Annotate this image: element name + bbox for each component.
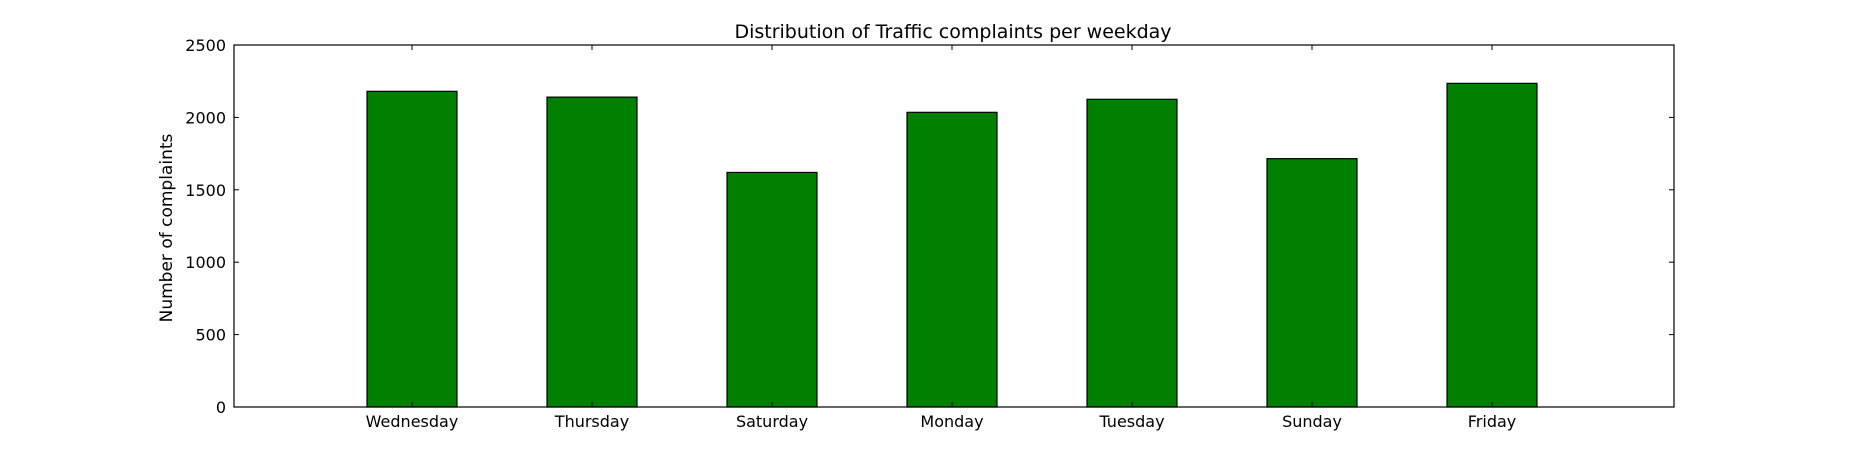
x-tick-label: Friday [1468,412,1517,431]
bar-monday [906,111,998,408]
bars-group [366,82,1538,408]
x-tick-label: Saturday [736,412,808,431]
bar-sunday [1266,158,1358,408]
bar-wednesday [366,90,458,408]
bar-thursday [546,96,638,408]
bar-friday [1446,82,1538,408]
y-tick-label: 1500 [185,181,226,200]
x-tick-label: Tuesday [1098,412,1164,431]
y-tick-label: 0 [216,398,226,417]
y-tick-label: 2000 [185,108,226,127]
x-tick-label: Wednesday [366,412,459,431]
bar-tuesday [1086,98,1178,408]
x-tick-label: Thursday [554,412,629,431]
y-tick-label: 1000 [185,253,226,272]
plot-frame [233,44,1675,408]
bar-saturday [726,171,818,408]
x-tick-label: Sunday [1282,412,1342,431]
x-tick-label: Monday [920,412,983,431]
y-axis-title: Number of complaints [157,133,177,322]
ticks-group: Wednesday Thursday Saturday Monday Tuesday Su… [185,36,1674,431]
chart-title: Distribution of Traffic complaints per w… [734,21,1171,43]
y-tick-label: 2500 [185,36,226,55]
y-tick-label: 500 [195,326,226,345]
